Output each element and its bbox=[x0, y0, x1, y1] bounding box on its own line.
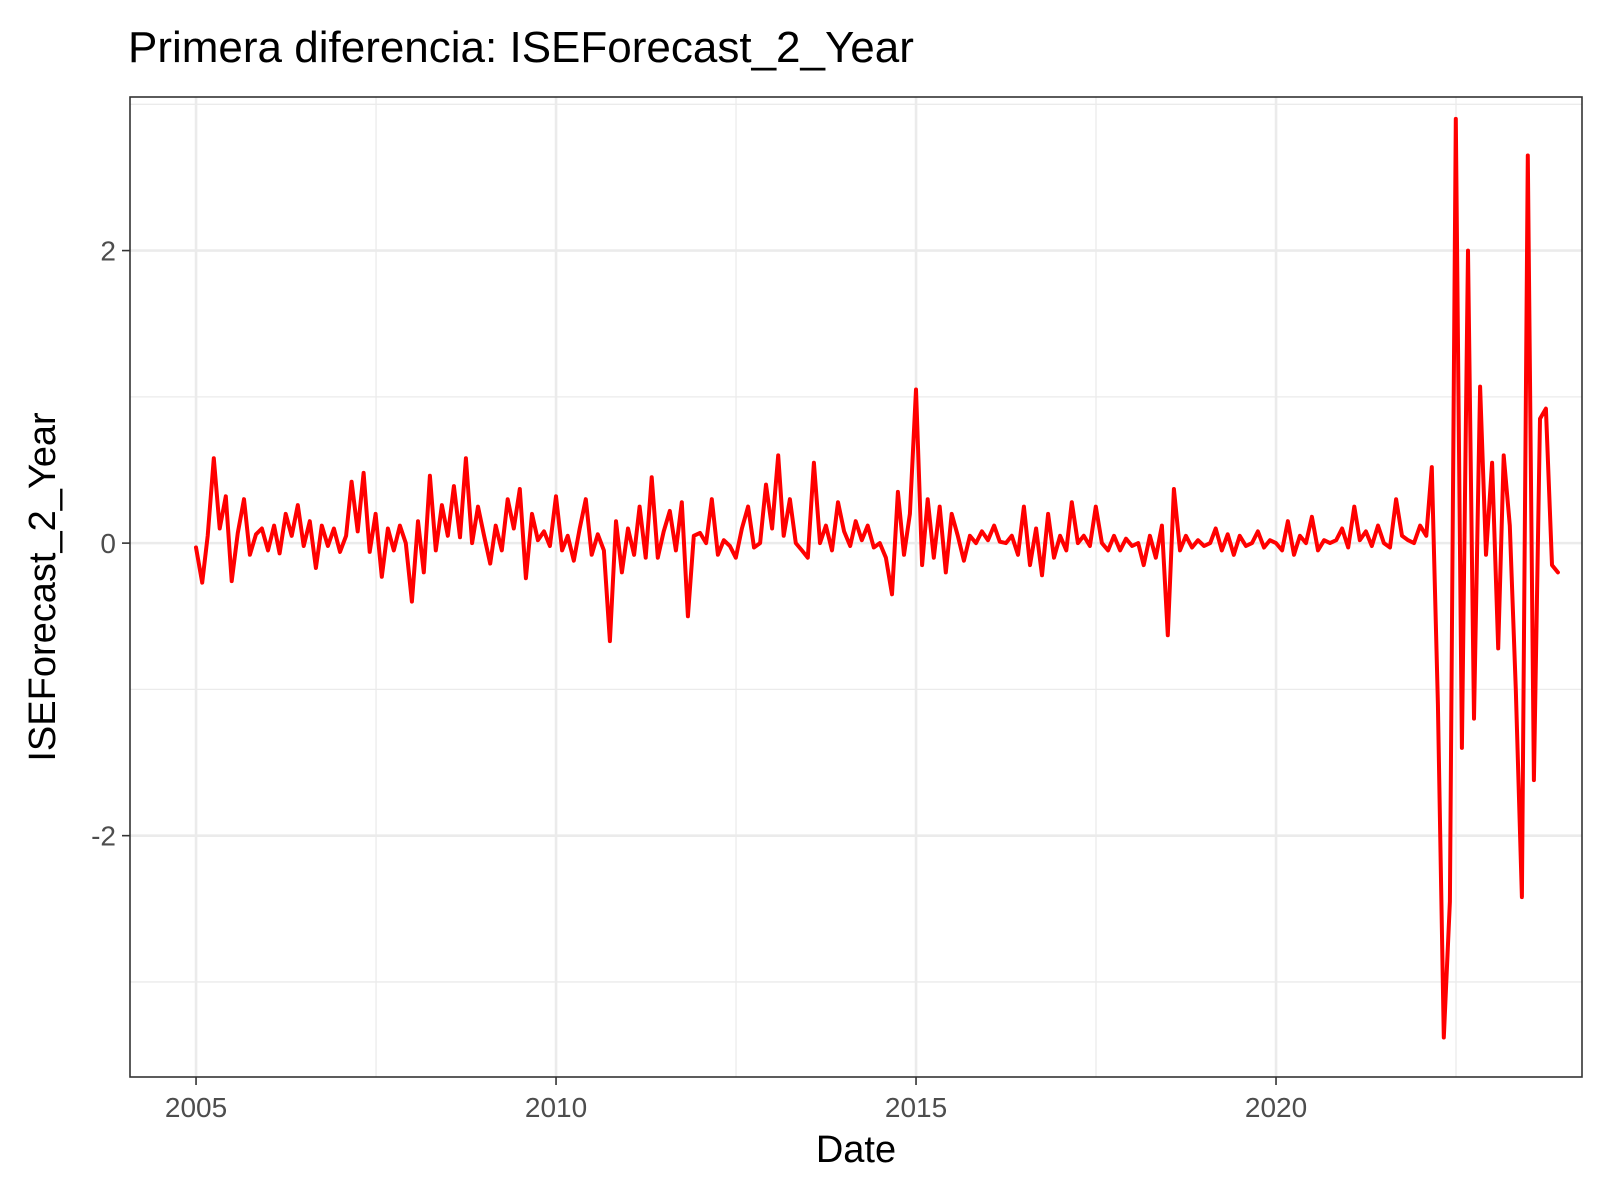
y-axis-title: ISEForecast_2_Year bbox=[22, 412, 64, 762]
y-tick-label: -2 bbox=[91, 821, 116, 852]
panel-border bbox=[129, 96, 1583, 1078]
x-tick-label: 2005 bbox=[165, 1092, 227, 1123]
y-tick-label: 2 bbox=[100, 236, 116, 267]
grid-layer bbox=[130, 97, 1582, 1077]
x-tick-label: 2020 bbox=[1245, 1092, 1307, 1123]
x-tick-label: 2010 bbox=[525, 1092, 587, 1123]
tick-layer: 2005 2010 2015 2020 -2 0 2 bbox=[91, 236, 1307, 1123]
series-line bbox=[194, 116, 1560, 1040]
plot-panel bbox=[130, 97, 1582, 1077]
y-tick-label: 0 bbox=[100, 528, 116, 559]
x-axis-title: Date bbox=[816, 1129, 896, 1171]
chart-title: Primera diferencia: ISEForecast_2_Year bbox=[128, 23, 914, 72]
x-tick-label: 2015 bbox=[885, 1092, 947, 1123]
